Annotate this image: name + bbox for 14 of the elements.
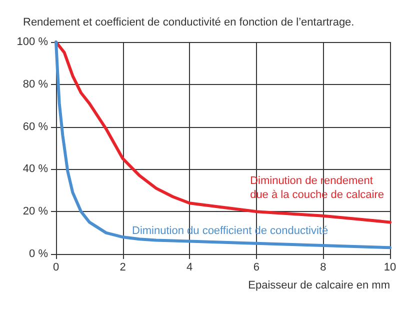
y-tick-label: 40 % bbox=[22, 163, 48, 176]
chart-title: Rendement et coefficient de conductivité en fonction de l’entartrage. bbox=[23, 16, 354, 28]
x-tick-label: 2 bbox=[120, 262, 126, 274]
x-tick-label: 10 bbox=[384, 262, 396, 274]
y-tick-label: 20 % bbox=[22, 206, 48, 218]
x-tick-label: 0 bbox=[52, 262, 60, 274]
x-tick-label: 8 bbox=[320, 262, 326, 274]
x-axis-title: Epaisseur de calcaire en mm bbox=[248, 280, 390, 292]
x-tick-label: 6 bbox=[253, 262, 260, 274]
y-tick-label: 80 % bbox=[22, 78, 48, 90]
y-tick-label: 100 % bbox=[16, 36, 48, 48]
x-tick-label: 4 bbox=[186, 262, 193, 274]
y-tick-label: 0 % bbox=[29, 248, 48, 260]
y-tick-label: 60 % bbox=[22, 120, 48, 133]
